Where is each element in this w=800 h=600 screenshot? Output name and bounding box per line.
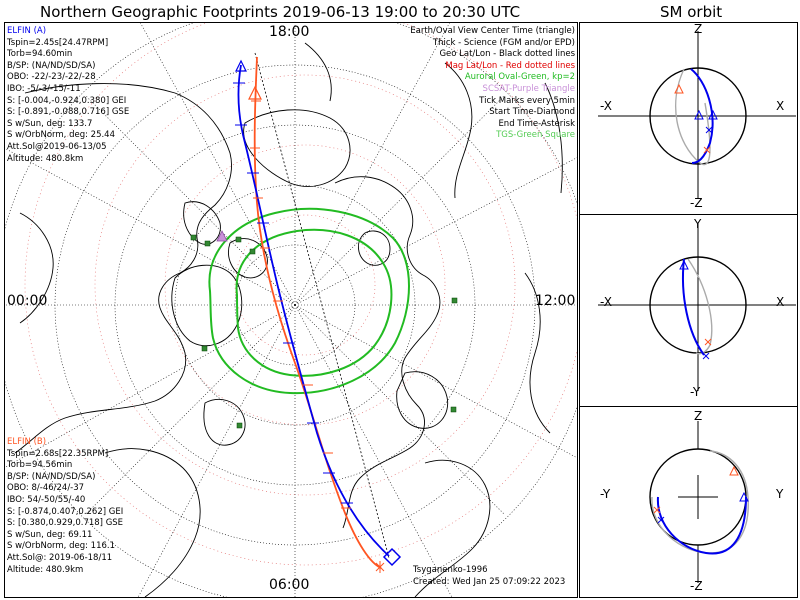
elfin-b-line: Tspin=2.68s[22.35RPM]	[7, 448, 109, 459]
elfin-a-triangle	[739, 491, 749, 502]
elfin-a-line: Att.Sol@2019-06-13/05	[7, 141, 107, 152]
auroral-ovals	[208, 207, 410, 395]
elfin-b-line: S w/Sun, deg: 69.11	[7, 529, 93, 540]
elfin-a-line: S: [-0.891,-0.088,0.716] GSE	[7, 107, 130, 118]
sm-axis-label-top: Z	[694, 409, 703, 423]
elfin-a-triangle	[679, 259, 689, 270]
sm-panel-xz: Z -Z -X X	[579, 22, 798, 215]
legend-item: Auroral Oval-Green, kp=2	[464, 72, 575, 83]
legend-item: TGS-Green Square	[496, 130, 575, 141]
sm-axis-label-bottom: -Z	[690, 196, 703, 210]
elfin-b-view-center-triangle	[248, 85, 262, 100]
legend-item: Thick - Science (FGM and/or EPD)	[432, 37, 575, 48]
sm-axis-label-bottom: -Y	[690, 385, 701, 399]
elfin-b-ticks	[250, 100, 351, 509]
legend-item: End Time-Asterisk	[498, 118, 575, 129]
elfin-b-line: S: [0.380,0.929,0.718] GSE	[7, 518, 124, 529]
elfin-a-line: S: [-0.004,-0.924,0.380] GEI	[7, 95, 127, 106]
elfin-b-end-asterisk	[375, 561, 385, 573]
sm-orbit-plot-yz[interactable]	[580, 407, 797, 597]
elfin-b-orbit	[674, 68, 711, 166]
magnetic-trace-line	[254, 52, 390, 559]
elfin-a-line: IBO: -5/-3/-15/-11	[7, 83, 81, 94]
elfin-b-asterisk	[653, 506, 661, 514]
map-time-label-top: 18:00	[269, 24, 310, 40]
sm-orbit-plot-xy[interactable]	[580, 215, 797, 406]
tgs-ground-stations	[190, 234, 458, 429]
page-title: Northern Geographic Footprints 2019-06-1…	[40, 3, 521, 21]
elfin-a-track	[237, 64, 390, 557]
sm-panel-yz: Z -Z -Y Y	[579, 406, 798, 598]
sm-axis-label-left: -X	[600, 99, 612, 113]
elfin-b-line: B/SP: (NA/ND/SD/SA)	[7, 471, 96, 482]
elfin-a-line: Torb=94.60min	[7, 49, 73, 60]
legend-item: Geo Lat/Lon - Black dotted lines	[439, 49, 575, 60]
sm-axis-label-left: -Y	[600, 487, 611, 501]
sm-axis-label-top: Y	[694, 217, 702, 231]
sm-orbit-plot-xz[interactable]	[580, 23, 797, 214]
elfin-a-orbit	[690, 68, 714, 164]
elfin-a-asterisk	[657, 516, 665, 524]
elfin-a-line: S w/Sun, deg: 133.7	[7, 118, 93, 129]
sm-panel-xy: Y -Y -X X	[579, 214, 798, 407]
elfin-b-line: S w/OrbNorm, deg: 116.1	[7, 541, 116, 552]
elfin-b-line: Altitude: 480.9km	[7, 564, 84, 575]
legend-item: Mag Lat/Lon - Red dotted lines	[445, 60, 575, 71]
legend-item: Tick Marks every 5min	[479, 95, 575, 106]
elfin-b-line: Torb=94.56min	[7, 460, 73, 471]
elfin-b-info: ELFIN (B) Tspin=2.68s[22.35RPM] Torb=94.…	[7, 437, 123, 576]
model-credit: Tsyganenko-1996	[413, 565, 488, 575]
sm-axis-label-left: -X	[600, 295, 612, 309]
elfin-b-asterisk	[704, 338, 712, 346]
sm-axis-label-right: X	[776, 295, 785, 309]
elfin-a-line: S w/OrbNorm, deg: 25.44	[7, 130, 116, 141]
map-time-label-bottom: 06:00	[269, 577, 310, 593]
map-time-label-right: 12:00	[535, 293, 576, 309]
legend-item: Start Time-Diamond	[489, 107, 575, 118]
elfin-a-line: Altitude: 480.8km	[7, 153, 84, 164]
footprint-map-panel: 18:00 00:00 12:00 06:00 Earth/Oval View …	[4, 22, 578, 598]
elfin-b-orbit	[687, 258, 713, 355]
elfin-b-line: S: [-0.874,0.407,0.262] GEI	[7, 506, 124, 517]
elfin-b-asterisk	[703, 146, 711, 154]
mag-latitude-circles	[24, 23, 577, 566]
elfin-b-track	[253, 56, 382, 569]
sm-axis-label-right: X	[776, 99, 785, 113]
sm-orbit-title: SM orbit	[660, 3, 723, 21]
elfin-a-triangle	[694, 109, 704, 120]
elfin-a-line: OBO: -22/-23/-22/-28	[7, 72, 96, 83]
elfin-b-triangle	[674, 83, 684, 94]
map-time-label-left: 00:00	[7, 293, 48, 309]
elfin-a-line: B/SP: (NA/ND/SD/SA)	[7, 60, 96, 71]
elfin-a-ticks	[233, 82, 353, 504]
legend-item: Earth/Oval View Center Time (triangle)	[410, 26, 575, 36]
elfin-a-start-diamond	[382, 547, 402, 567]
elfin-a-view-center-triangle	[235, 59, 247, 72]
elfin-a-asterisk	[705, 126, 713, 134]
elfin-a-orbit	[681, 258, 705, 356]
sm-axis-label-bottom: -Z	[690, 579, 703, 593]
elfin-b-line: Att.Sol@: 2019-06-18/11	[7, 552, 113, 563]
map-legend: Earth/Oval View Center Time (triangle) T…	[410, 26, 575, 142]
elfin-a-info: ELFIN (A) Tspin=2.45s[24.47RPM] Torb=94.…	[7, 26, 129, 165]
elfin-a-orbit	[656, 496, 747, 555]
sm-axis-label-top: Z	[694, 22, 703, 36]
elfin-b-line: IBO: 54/-50/55/-40	[7, 494, 86, 505]
geo-longitude-lines	[5, 23, 577, 597]
elfin-b-line: OBO: 8/-46/24/-37	[7, 483, 85, 494]
scsat-triangle	[216, 230, 228, 242]
sm-axis-label-right: Y	[776, 487, 784, 501]
elfin-a-asterisk	[702, 352, 710, 360]
elfin-b-name: ELFIN (B)	[7, 437, 47, 447]
legend-item: SCSAT-Purple Triangle	[482, 83, 575, 94]
elfin-a-triangle	[708, 109, 718, 120]
elfin-b-orbit	[651, 450, 749, 554]
footprint-map[interactable]	[5, 23, 577, 597]
elfin-a-line: Tspin=2.45s[24.47RPM]	[7, 37, 109, 48]
elfin-b-triangle	[729, 465, 739, 476]
elfin-a-name: ELFIN (A)	[7, 26, 47, 36]
created-timestamp: Created: Wed Jan 25 07:09:22 2023	[413, 577, 566, 587]
